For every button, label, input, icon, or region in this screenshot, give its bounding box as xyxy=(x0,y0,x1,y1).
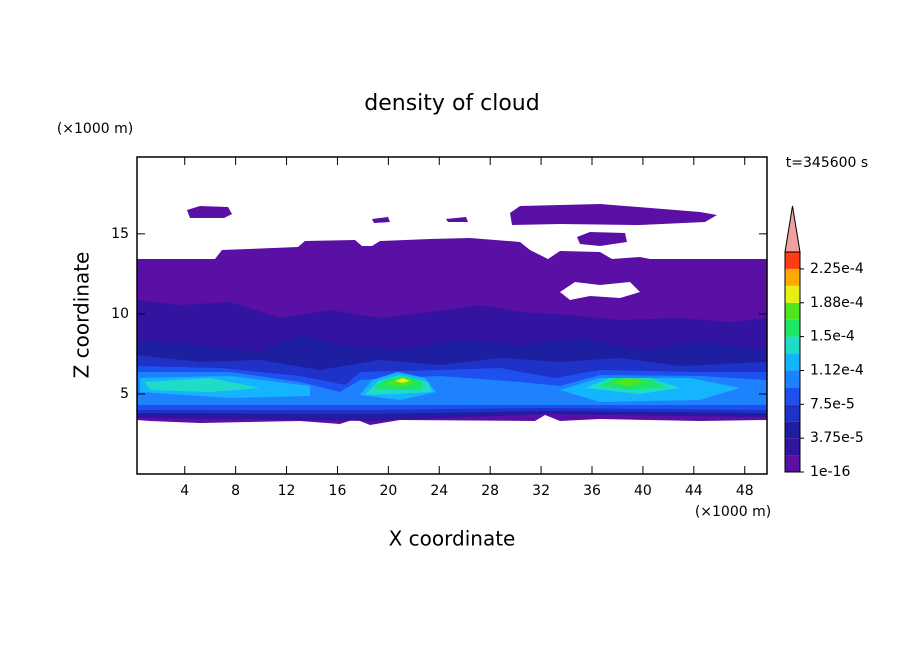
colorbar-band xyxy=(785,319,800,337)
colorbar-frame xyxy=(784,251,801,473)
y-unit: (×1000 m) xyxy=(57,121,133,137)
plot-frame xyxy=(136,156,768,475)
colorbar-band xyxy=(785,268,800,286)
x-axis-label: X coordinate xyxy=(389,527,516,551)
x-tick-label: 16 xyxy=(329,483,347,499)
colorbar-tick-label: 2.25e-4 xyxy=(810,261,864,277)
axes: 4 8 12 16 20 24 28 32 36 40 44 48510151e-163.75e-57… xyxy=(111,156,864,499)
colorbar-tick-label: 7.5e-5 xyxy=(810,396,855,412)
x-tick-label: 44 xyxy=(685,483,703,499)
x-unit: (×1000 m) xyxy=(695,504,771,520)
colorbar-band xyxy=(785,421,800,439)
contour-gap xyxy=(560,282,640,300)
chart-title: density of cloud xyxy=(364,91,539,116)
y-axis-label: Z coordinate xyxy=(70,252,94,379)
colorbar-extend xyxy=(784,205,801,253)
annotation: t=345600 s xyxy=(786,155,868,171)
x-tick-label: 12 xyxy=(278,483,296,499)
contour-region xyxy=(612,378,645,386)
y-tick-label: 5 xyxy=(120,386,129,402)
colorbar-band xyxy=(785,370,800,388)
y-tick-label: 10 xyxy=(111,306,129,322)
colorbar-band xyxy=(785,387,800,405)
colorbar-band xyxy=(785,353,800,371)
colorbar-tick-label: 1.12e-4 xyxy=(810,362,864,378)
contour-region xyxy=(446,217,468,222)
colorbar-band xyxy=(785,285,800,303)
colorbar-tick-label: 1.88e-4 xyxy=(810,295,864,311)
colorbar-tick-label: 3.75e-5 xyxy=(810,430,864,446)
y-tick-label: 15 xyxy=(111,226,129,242)
contour-region xyxy=(395,378,410,383)
colorbar-band xyxy=(785,455,800,472)
x-tick-label: 40 xyxy=(634,483,652,499)
x-tick-label: 48 xyxy=(736,483,754,499)
colorbar-tick-label: 1e-16 xyxy=(810,464,850,480)
colorbar-band xyxy=(785,404,800,422)
contour-region xyxy=(187,206,232,218)
x-tick-label: 24 xyxy=(430,483,448,499)
contour-region xyxy=(145,378,260,392)
contour-region xyxy=(372,217,390,223)
x-tick-label: 32 xyxy=(532,483,550,499)
contour-region xyxy=(510,204,717,225)
colorbar-band xyxy=(785,252,800,269)
x-tick-label: 36 xyxy=(583,483,601,499)
x-tick-label: 20 xyxy=(379,483,397,499)
colorbar-band xyxy=(785,336,800,354)
contour-region xyxy=(577,232,627,246)
colorbar-band xyxy=(785,302,800,320)
x-tick-label: 4 xyxy=(180,483,189,499)
colorbar-band xyxy=(785,438,800,456)
x-tick-label: 8 xyxy=(231,483,240,499)
contour-field xyxy=(137,204,767,425)
x-tick-label: 28 xyxy=(481,483,499,499)
colorbar-tick-label: 1.5e-4 xyxy=(810,329,855,345)
